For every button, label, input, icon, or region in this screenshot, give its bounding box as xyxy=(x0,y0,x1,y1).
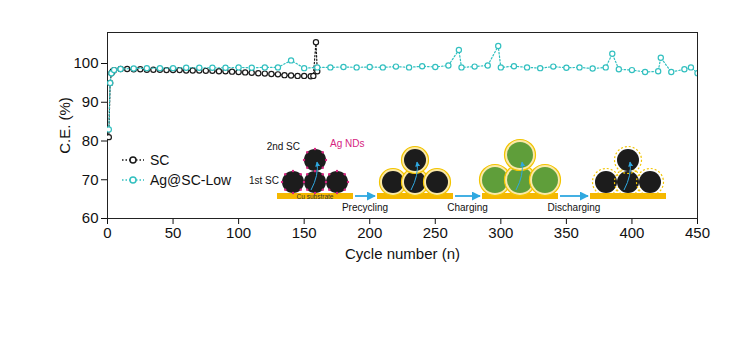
svg-text:Ag NDs: Ag NDs xyxy=(330,138,364,149)
svg-text:SC: SC xyxy=(150,152,169,168)
svg-text:300: 300 xyxy=(488,224,513,241)
svg-text:350: 350 xyxy=(554,224,579,241)
svg-text:2nd SC: 2nd SC xyxy=(267,141,300,152)
svg-text:0: 0 xyxy=(103,224,111,241)
svg-text:Discharging: Discharging xyxy=(548,202,601,213)
svg-text:Cu substrate: Cu substrate xyxy=(297,193,334,200)
svg-text:Precycling: Precycling xyxy=(342,202,388,213)
svg-text:450: 450 xyxy=(685,224,710,241)
svg-text:100: 100 xyxy=(73,54,98,71)
svg-text:400: 400 xyxy=(619,224,644,241)
svg-text:60: 60 xyxy=(82,209,99,226)
svg-text:C.E. (%): C.E. (%) xyxy=(56,97,73,154)
svg-text:150: 150 xyxy=(292,224,317,241)
svg-text:50: 50 xyxy=(165,224,182,241)
svg-text:Ag@SC-Low: Ag@SC-Low xyxy=(150,172,232,188)
svg-text:200: 200 xyxy=(357,224,382,241)
svg-text:1st SC: 1st SC xyxy=(249,175,279,186)
svg-text:90: 90 xyxy=(82,93,99,110)
svg-text:Charging: Charging xyxy=(447,202,488,213)
svg-text:250: 250 xyxy=(423,224,448,241)
svg-text:Cycle number (n): Cycle number (n) xyxy=(345,245,460,262)
svg-text:70: 70 xyxy=(82,171,99,188)
svg-text:100: 100 xyxy=(226,224,251,241)
svg-text:80: 80 xyxy=(82,132,99,149)
